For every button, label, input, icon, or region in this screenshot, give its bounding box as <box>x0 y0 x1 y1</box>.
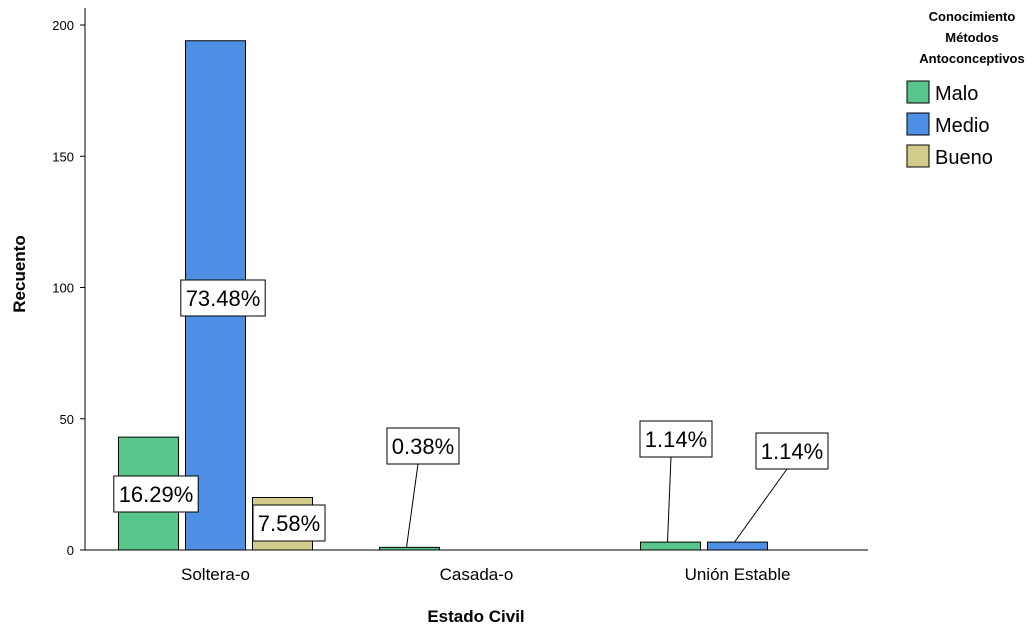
legend-label-bueno: Bueno <box>935 147 993 169</box>
data-label-box <box>639 420 713 458</box>
data-label-box <box>386 427 460 465</box>
bar-medio <box>707 541 768 551</box>
y-tick-label: 150 <box>52 149 74 164</box>
x-tick-label: Soltera-o <box>181 565 250 584</box>
x-axis: Soltera-o Casada-o Unión Estable <box>85 549 868 584</box>
y-axis-title: Recuento <box>10 235 29 312</box>
data-labels: 16.29% 0.38% 1.14% 73.48% 1.14% 7.58% <box>113 279 829 548</box>
x-tick-label: Casada-o <box>440 565 514 584</box>
data-label-box <box>252 504 326 542</box>
legend-label-malo: Malo <box>935 83 978 105</box>
data-label-box <box>180 279 266 317</box>
y-tick-label: 50 <box>60 412 74 427</box>
data-label: 0.38% <box>392 434 454 459</box>
data-label: 7.58% <box>258 511 320 536</box>
data-label: 73.48% <box>186 286 261 311</box>
data-label: 1.14% <box>645 427 707 452</box>
bar-malo <box>379 546 440 551</box>
y-tick-label: 100 <box>52 281 74 296</box>
legend-swatch-bueno <box>906 144 930 168</box>
data-label-box <box>113 475 199 513</box>
y-tick-label: 200 <box>52 18 74 33</box>
data-label: 16.29% <box>119 482 194 507</box>
y-tick-label: 0 <box>67 543 74 558</box>
legend-swatch-malo <box>906 80 930 104</box>
x-tick-label: Unión Estable <box>685 565 791 584</box>
legend-title-line-3: Antoconceptivos <box>919 51 1024 66</box>
data-label-box <box>755 432 829 470</box>
legend-swatch-medio <box>906 112 930 136</box>
data-label: 1.14% <box>761 439 823 464</box>
y-axis: 0 50 100 150 200 <box>52 8 86 558</box>
label-leader-line <box>734 468 788 543</box>
label-leader-line <box>667 456 672 543</box>
x-axis-title: Estado Civil <box>427 607 524 626</box>
legend-label-medio: Medio <box>935 115 989 137</box>
legend-title-line-2: Métodos <box>945 30 998 45</box>
legend-title-line-1: Conocimiento <box>929 9 1016 24</box>
label-leader-line <box>406 463 419 548</box>
legend: Conocimiento Métodos Antoconceptivos Mal… <box>906 9 1025 169</box>
bar-malo <box>640 541 701 551</box>
